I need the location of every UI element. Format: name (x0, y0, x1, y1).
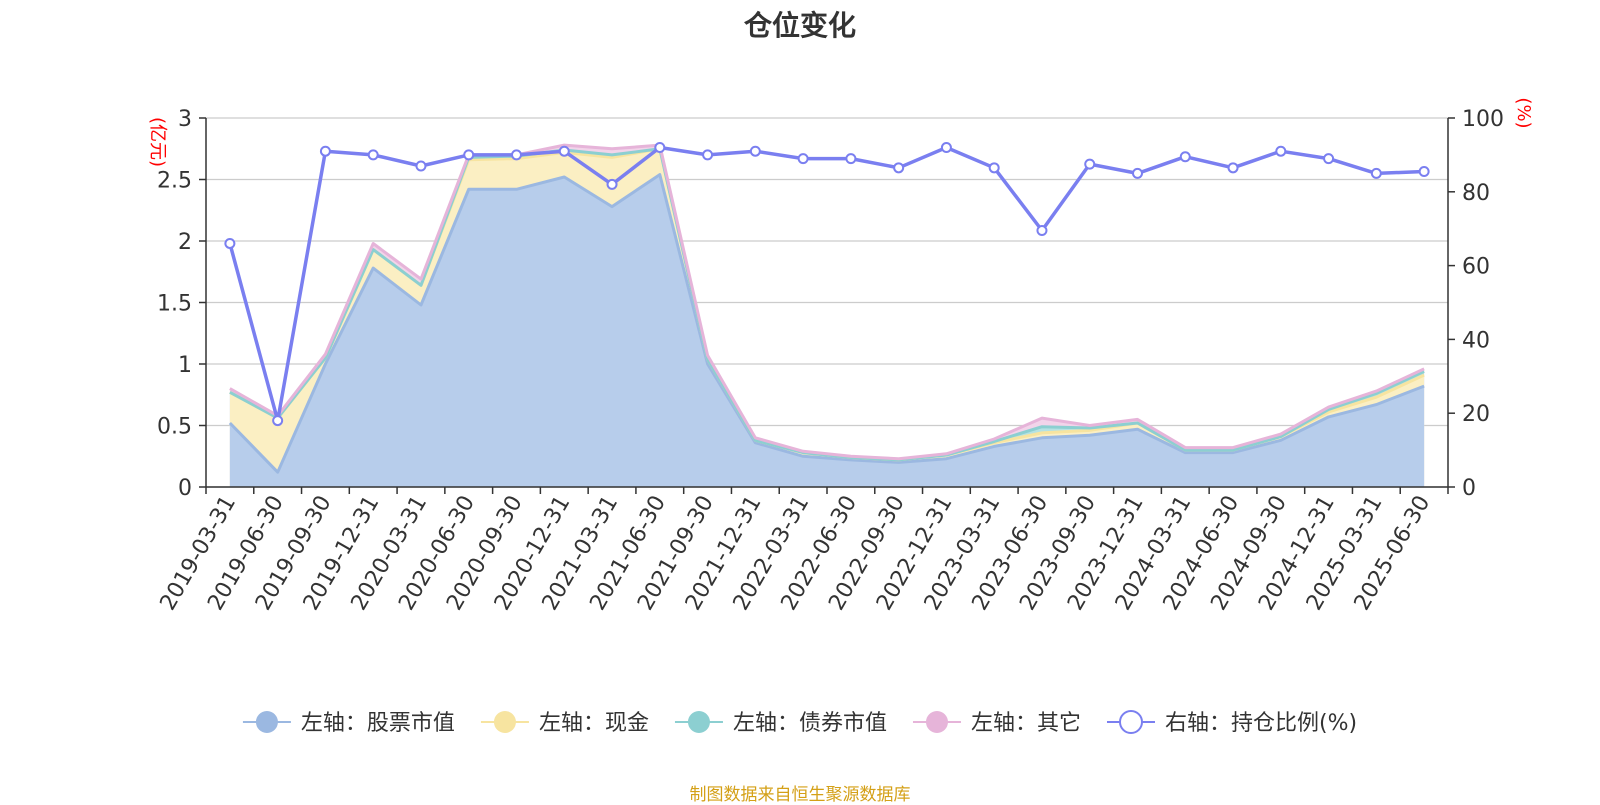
series-line (229, 143, 1425, 461)
holding-ratio-point (272, 415, 284, 427)
legend-icon-dot (255, 711, 278, 733)
right-tick-label: 60 (1462, 255, 1490, 280)
holding-ratio-point (988, 162, 1000, 174)
holding-ratio-point (797, 153, 809, 165)
source-note: 制图数据来自恒生聚源数据库 (689, 785, 911, 805)
right-axis-unit: (%) (1513, 97, 1534, 128)
legend-label: 左轴：现金 (539, 711, 649, 736)
legend-icon-dot (493, 711, 516, 733)
holding-ratio-point (1036, 225, 1048, 237)
area-9bb8e1 (229, 174, 1425, 487)
left-tick-label: 1.5 (157, 292, 192, 317)
legend-label: 右轴：持仓比例(%) (1165, 711, 1357, 736)
holding-ratio-point (319, 145, 331, 157)
holding-ratio-point (893, 162, 905, 174)
holding-ratio-point (415, 160, 427, 172)
left-tick-label: 0.5 (157, 415, 192, 440)
holding-ratio-point (511, 149, 522, 161)
right-tick-label: 80 (1462, 181, 1490, 206)
holding-ratio-point (940, 142, 952, 154)
left-tick-label: 0 (178, 476, 192, 501)
holding-ratio-point (224, 237, 236, 249)
holding-ratio-point (749, 145, 761, 157)
holding-ratio-point (367, 149, 379, 161)
legend-label: 左轴：其它 (971, 711, 1081, 736)
holding-ratio-point (1418, 166, 1430, 178)
holding-ratio-point (463, 149, 475, 161)
legend-icon-dot (1118, 710, 1143, 734)
holding-ratio-line (228, 145, 1425, 423)
legend-icon-dot (925, 711, 948, 733)
left-tick-label: 3 (178, 107, 192, 132)
holding-ratio-point (1179, 151, 1191, 163)
holding-ratio-point (606, 178, 618, 190)
right-tick-label: 40 (1462, 328, 1490, 353)
holding-ratio-point (558, 145, 570, 157)
holding-ratio-point (1370, 167, 1382, 179)
legend-label: 左轴：股票市值 (301, 711, 455, 736)
holding-ratio-point (702, 149, 714, 161)
holding-ratio-point (654, 142, 666, 154)
legend-label: 左轴：债券市值 (733, 711, 887, 736)
left-tick-label: 2.5 (157, 169, 192, 194)
right-tick-label: 0 (1462, 476, 1476, 501)
holding-ratio-point (1323, 153, 1335, 165)
left-tick-label: 1 (178, 353, 192, 378)
series-line (228, 173, 1425, 474)
chart-title: 仓位变化 (743, 9, 856, 42)
holding-ratio-point (1275, 145, 1287, 157)
left-axis-unit: (亿元) (147, 117, 168, 167)
holding-ratio-point (845, 153, 857, 165)
holding-ratio-point (1132, 167, 1143, 179)
holding-ratio-point (1227, 162, 1239, 174)
left-tick-label: 2 (178, 230, 192, 255)
right-tick-label: 20 (1462, 402, 1490, 427)
legend-icon-dot (687, 711, 710, 733)
holding-ratio-point (1084, 158, 1096, 170)
right-tick-label: 100 (1462, 107, 1504, 132)
